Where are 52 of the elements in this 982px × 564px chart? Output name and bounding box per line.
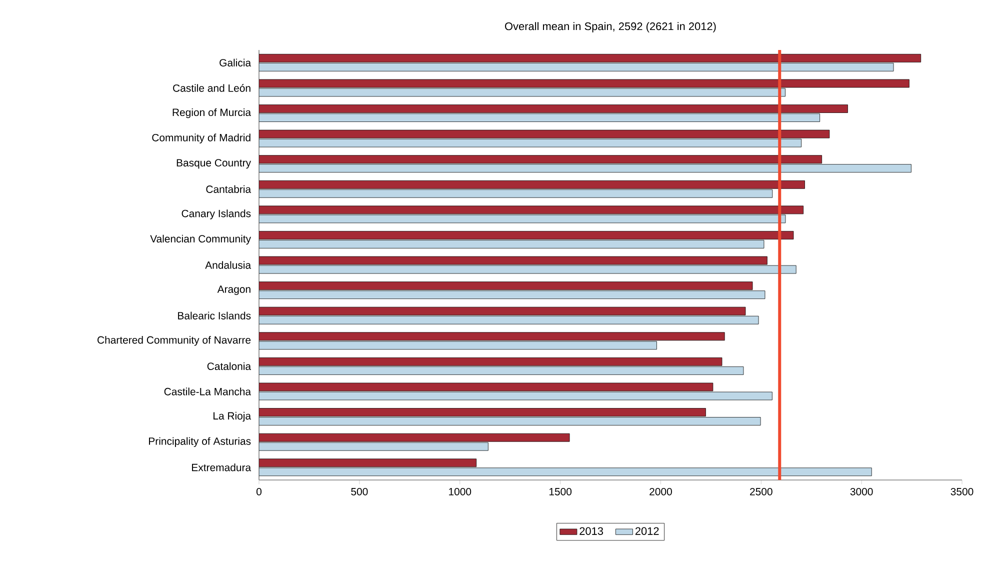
bar (259, 306, 746, 316)
y-tick-label: Cantabria (206, 185, 252, 193)
y-tick-label: Region of Murcia (172, 108, 252, 118)
x-tick-label: 3500 (950, 488, 974, 496)
bar (259, 104, 848, 113)
bar (259, 231, 794, 240)
bar (259, 189, 773, 198)
bar (259, 114, 820, 122)
y-tick-label: La Rioja (214, 412, 252, 422)
x-tick-label: 2000 (650, 488, 672, 496)
y-tick-label: Aragon (217, 286, 250, 295)
y-tick-label: Basque Country (176, 159, 252, 169)
bar (259, 468, 872, 476)
y-tick-label: Andalusia (205, 261, 252, 269)
bar (259, 164, 912, 173)
y-tick-label: Extremadura (192, 464, 252, 472)
x-tick-label: 1000 (449, 488, 472, 496)
bar (259, 357, 722, 366)
y-tick-label: Community of Madrid (152, 134, 250, 144)
bar (259, 341, 657, 350)
x-tick-label: 0 (256, 488, 262, 496)
x-tick-label: 2500 (750, 488, 772, 496)
y-tick-label: Castile and León (173, 84, 250, 92)
y-tick-label: Castile-La Mancha (164, 388, 252, 396)
bar (259, 366, 744, 375)
y-tick-label: Galicia (220, 58, 252, 66)
bar (259, 290, 766, 299)
bar (259, 332, 725, 341)
bar (259, 180, 805, 189)
y-tick-label: Principality of Asturias (149, 437, 251, 447)
bar (259, 282, 753, 290)
bar (259, 240, 764, 248)
bar (259, 155, 822, 164)
bar (259, 316, 759, 324)
bar (259, 408, 706, 416)
y-tick-label: Catalonia (207, 362, 252, 370)
y-tick-label: Valencian Community (150, 234, 252, 245)
y-tick-label: Canary Islands (182, 210, 251, 220)
y-tick-label: Chartered Community of Navarre (98, 336, 251, 346)
bar (259, 62, 894, 72)
y-tick-label: Balearic Islands (178, 312, 251, 320)
x-tick-label: 1500 (549, 488, 572, 496)
chart-title: Overall mean in Spain, 2592 (2621 in 2012) (505, 22, 716, 32)
legend-label: 2013 (580, 527, 604, 535)
bar (259, 417, 761, 426)
bar (259, 458, 477, 468)
bar (259, 54, 922, 62)
x-tick-label: 3000 (850, 488, 873, 496)
x-tick-label: 500 (351, 488, 368, 496)
legend-label: 2012 (635, 527, 659, 535)
bar (259, 214, 786, 224)
bar (259, 206, 804, 214)
